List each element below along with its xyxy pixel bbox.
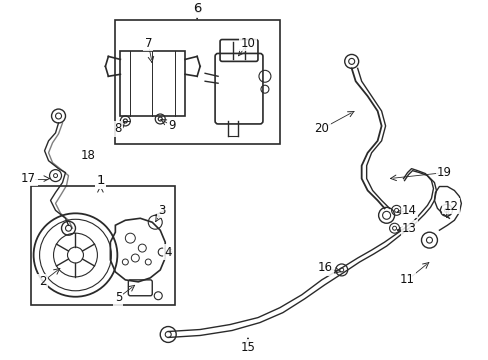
Text: 11: 11 xyxy=(399,273,414,286)
Text: 1: 1 xyxy=(96,174,104,187)
Text: 6: 6 xyxy=(193,3,201,16)
Bar xyxy=(31,185,175,305)
Text: 7: 7 xyxy=(144,37,152,50)
Text: 3: 3 xyxy=(158,204,165,217)
Text: 19: 19 xyxy=(436,166,451,179)
Text: 5: 5 xyxy=(115,291,122,304)
Text: 9: 9 xyxy=(168,120,176,132)
Text: 1: 1 xyxy=(96,174,104,187)
Text: 6: 6 xyxy=(193,2,201,15)
Text: 20: 20 xyxy=(314,122,328,135)
Text: 2: 2 xyxy=(39,275,46,288)
Text: 15: 15 xyxy=(240,341,255,354)
Text: 14: 14 xyxy=(401,204,416,217)
Bar xyxy=(115,20,279,144)
Text: 17: 17 xyxy=(21,172,36,185)
Text: 16: 16 xyxy=(317,261,331,274)
Text: 8: 8 xyxy=(115,122,122,135)
Text: 4: 4 xyxy=(164,246,172,258)
Text: 12: 12 xyxy=(443,200,458,213)
Text: 18: 18 xyxy=(81,149,96,162)
Text: 10: 10 xyxy=(240,37,255,50)
Text: 13: 13 xyxy=(401,222,416,235)
